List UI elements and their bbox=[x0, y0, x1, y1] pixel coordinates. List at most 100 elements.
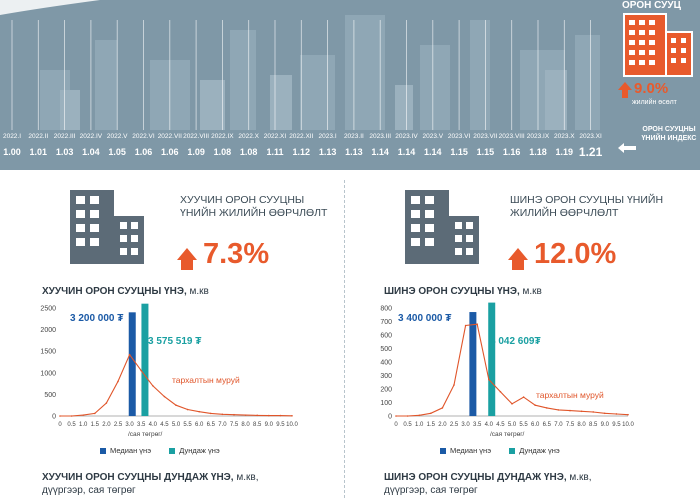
y-tick-label: 1000 bbox=[40, 370, 56, 377]
annual-growth-label: жилийн өсөлт bbox=[632, 99, 677, 106]
month-label: 2022.IX bbox=[211, 133, 234, 140]
curve-point bbox=[511, 403, 513, 405]
curve-point bbox=[186, 408, 189, 411]
curve-point bbox=[453, 384, 455, 386]
curve-point bbox=[94, 412, 96, 415]
x-tick-label: 3.5 bbox=[473, 422, 482, 428]
month-label: 2023.II bbox=[343, 133, 364, 140]
x-tick-label: 4.0 bbox=[149, 422, 158, 428]
curve-point bbox=[256, 414, 258, 417]
index-value: 1.06 bbox=[134, 147, 153, 157]
section-divider bbox=[344, 180, 345, 498]
x-tick-label: 2.5 bbox=[450, 422, 459, 428]
curve-point bbox=[580, 410, 583, 413]
x-tick-label: 7.5 bbox=[230, 422, 239, 428]
old-housing-stat-title: ХУУЧИН ОРОН СУУЦНЫ ҮНИЙН ЖИЛИЙН ӨӨРЧЛӨЛТ bbox=[180, 194, 328, 219]
curve-point bbox=[279, 414, 282, 417]
old-housing-chart-title: ХУУЧИН ОРОН СУУЦНЫ ҮНЭ, м.кв bbox=[42, 286, 209, 297]
x-tick-label: 2.5 bbox=[114, 422, 123, 428]
x-tick-label: 6.0 bbox=[195, 422, 204, 428]
month-label: 2023.VIII bbox=[498, 133, 525, 140]
index-value: 1.13 bbox=[345, 147, 363, 157]
x-tick-label: 9.5 bbox=[276, 422, 285, 428]
month-label: 2023.IV bbox=[395, 133, 418, 140]
x-tick-label: 8.0 bbox=[241, 422, 250, 428]
y-tick-label: 2000 bbox=[40, 327, 56, 334]
month-label: 2023.XI bbox=[579, 133, 602, 140]
index-value: 1.06 bbox=[161, 147, 179, 157]
curve-point bbox=[488, 378, 490, 381]
old-median-price-label: 3 200 000 ₮ bbox=[70, 313, 124, 324]
curve-point bbox=[604, 412, 606, 415]
x-tick-label: 1.0 bbox=[415, 422, 424, 428]
curve-point bbox=[233, 413, 235, 416]
curve-point bbox=[59, 415, 61, 417]
curve-point bbox=[522, 396, 525, 398]
x-tick-label: 8.5 bbox=[589, 422, 598, 428]
curve-point bbox=[499, 390, 502, 393]
curve-point bbox=[70, 415, 73, 417]
curve-point bbox=[476, 323, 478, 325]
curve-point bbox=[430, 412, 432, 415]
new-housing-building-icon bbox=[405, 190, 479, 264]
curve-point bbox=[140, 369, 142, 372]
curve-point bbox=[117, 380, 119, 383]
new-median-price-label: 3 400 000 ₮ bbox=[398, 313, 452, 324]
y-tick-label: 800 bbox=[380, 306, 392, 313]
index-value: 1.15 bbox=[450, 147, 468, 157]
curve-point bbox=[546, 407, 548, 409]
index-value: 1.18 bbox=[529, 147, 547, 157]
old-housing-stat-value: 7.3% bbox=[203, 238, 270, 270]
curve-point bbox=[569, 409, 571, 412]
curve-point bbox=[198, 410, 200, 413]
curve-point bbox=[128, 353, 131, 356]
x-tick-label: 10.0 bbox=[286, 422, 298, 428]
curve-point bbox=[615, 413, 618, 415]
x-tick-label: 9.0 bbox=[601, 422, 610, 428]
x-tick-label: 8.0 bbox=[577, 422, 586, 428]
x-tick-label: 0.5 bbox=[403, 422, 412, 428]
new-x-unit: /сая төгрөг/ bbox=[490, 431, 525, 438]
month-label: 2022.II bbox=[28, 133, 49, 140]
new-district-title: ШИНЭ ОРОН СУУЦНЫ ДУНДАЖ ҮНЭ, м.кв, дүүрг… bbox=[384, 472, 592, 496]
y-tick-label: 0 bbox=[388, 414, 392, 421]
curve-point bbox=[105, 402, 108, 404]
curve-point bbox=[210, 412, 212, 415]
curve-point bbox=[464, 324, 467, 327]
index-value: 1.14 bbox=[371, 147, 389, 157]
x-tick-label: 3.0 bbox=[461, 422, 470, 428]
x-tick-label: 4.5 bbox=[160, 422, 169, 428]
old-curve-label: тархалтын муруй bbox=[172, 375, 240, 385]
old-housing-up-arrow-icon bbox=[177, 248, 197, 270]
x-tick-label: 5.0 bbox=[508, 422, 517, 428]
x-tick-label: 2.0 bbox=[102, 422, 111, 428]
index-value: 1.00 bbox=[3, 147, 21, 157]
month-label: 2022.IV bbox=[79, 133, 103, 140]
index-value: 1.08 bbox=[213, 147, 232, 157]
x-tick-label: 7.0 bbox=[554, 422, 563, 428]
curve-point bbox=[627, 413, 629, 416]
y-tick-label: 0 bbox=[52, 414, 56, 421]
new-housing-up-arrow-icon bbox=[508, 248, 528, 270]
index-value: 1.14 bbox=[424, 147, 442, 157]
distribution-curve bbox=[60, 353, 293, 417]
curve-point bbox=[244, 414, 247, 416]
x-tick-label: 0 bbox=[58, 422, 62, 428]
y-tick-label: 600 bbox=[380, 333, 392, 340]
curve-point bbox=[418, 414, 420, 417]
y-tick-label: 2500 bbox=[40, 306, 56, 313]
median-bar bbox=[469, 312, 477, 416]
new-mean-price-label: 4 042 609₮ bbox=[490, 336, 541, 347]
y-tick-label: 1500 bbox=[40, 349, 56, 356]
mean-bar bbox=[141, 303, 149, 416]
new-curve-label: тархалтын муруй bbox=[536, 390, 604, 400]
index-value: 1.03 bbox=[55, 147, 74, 157]
month-label: 2022.XI bbox=[263, 133, 287, 140]
month-label: 2022.VII bbox=[157, 133, 182, 140]
month-label: 2022.V bbox=[106, 133, 128, 140]
old-x-unit: /сая төгрөг/ bbox=[128, 431, 163, 438]
index-value: 1.04 bbox=[82, 147, 100, 157]
pointer-arrow-icon bbox=[618, 143, 636, 153]
legend-median: Медиан үнэ bbox=[440, 446, 491, 455]
